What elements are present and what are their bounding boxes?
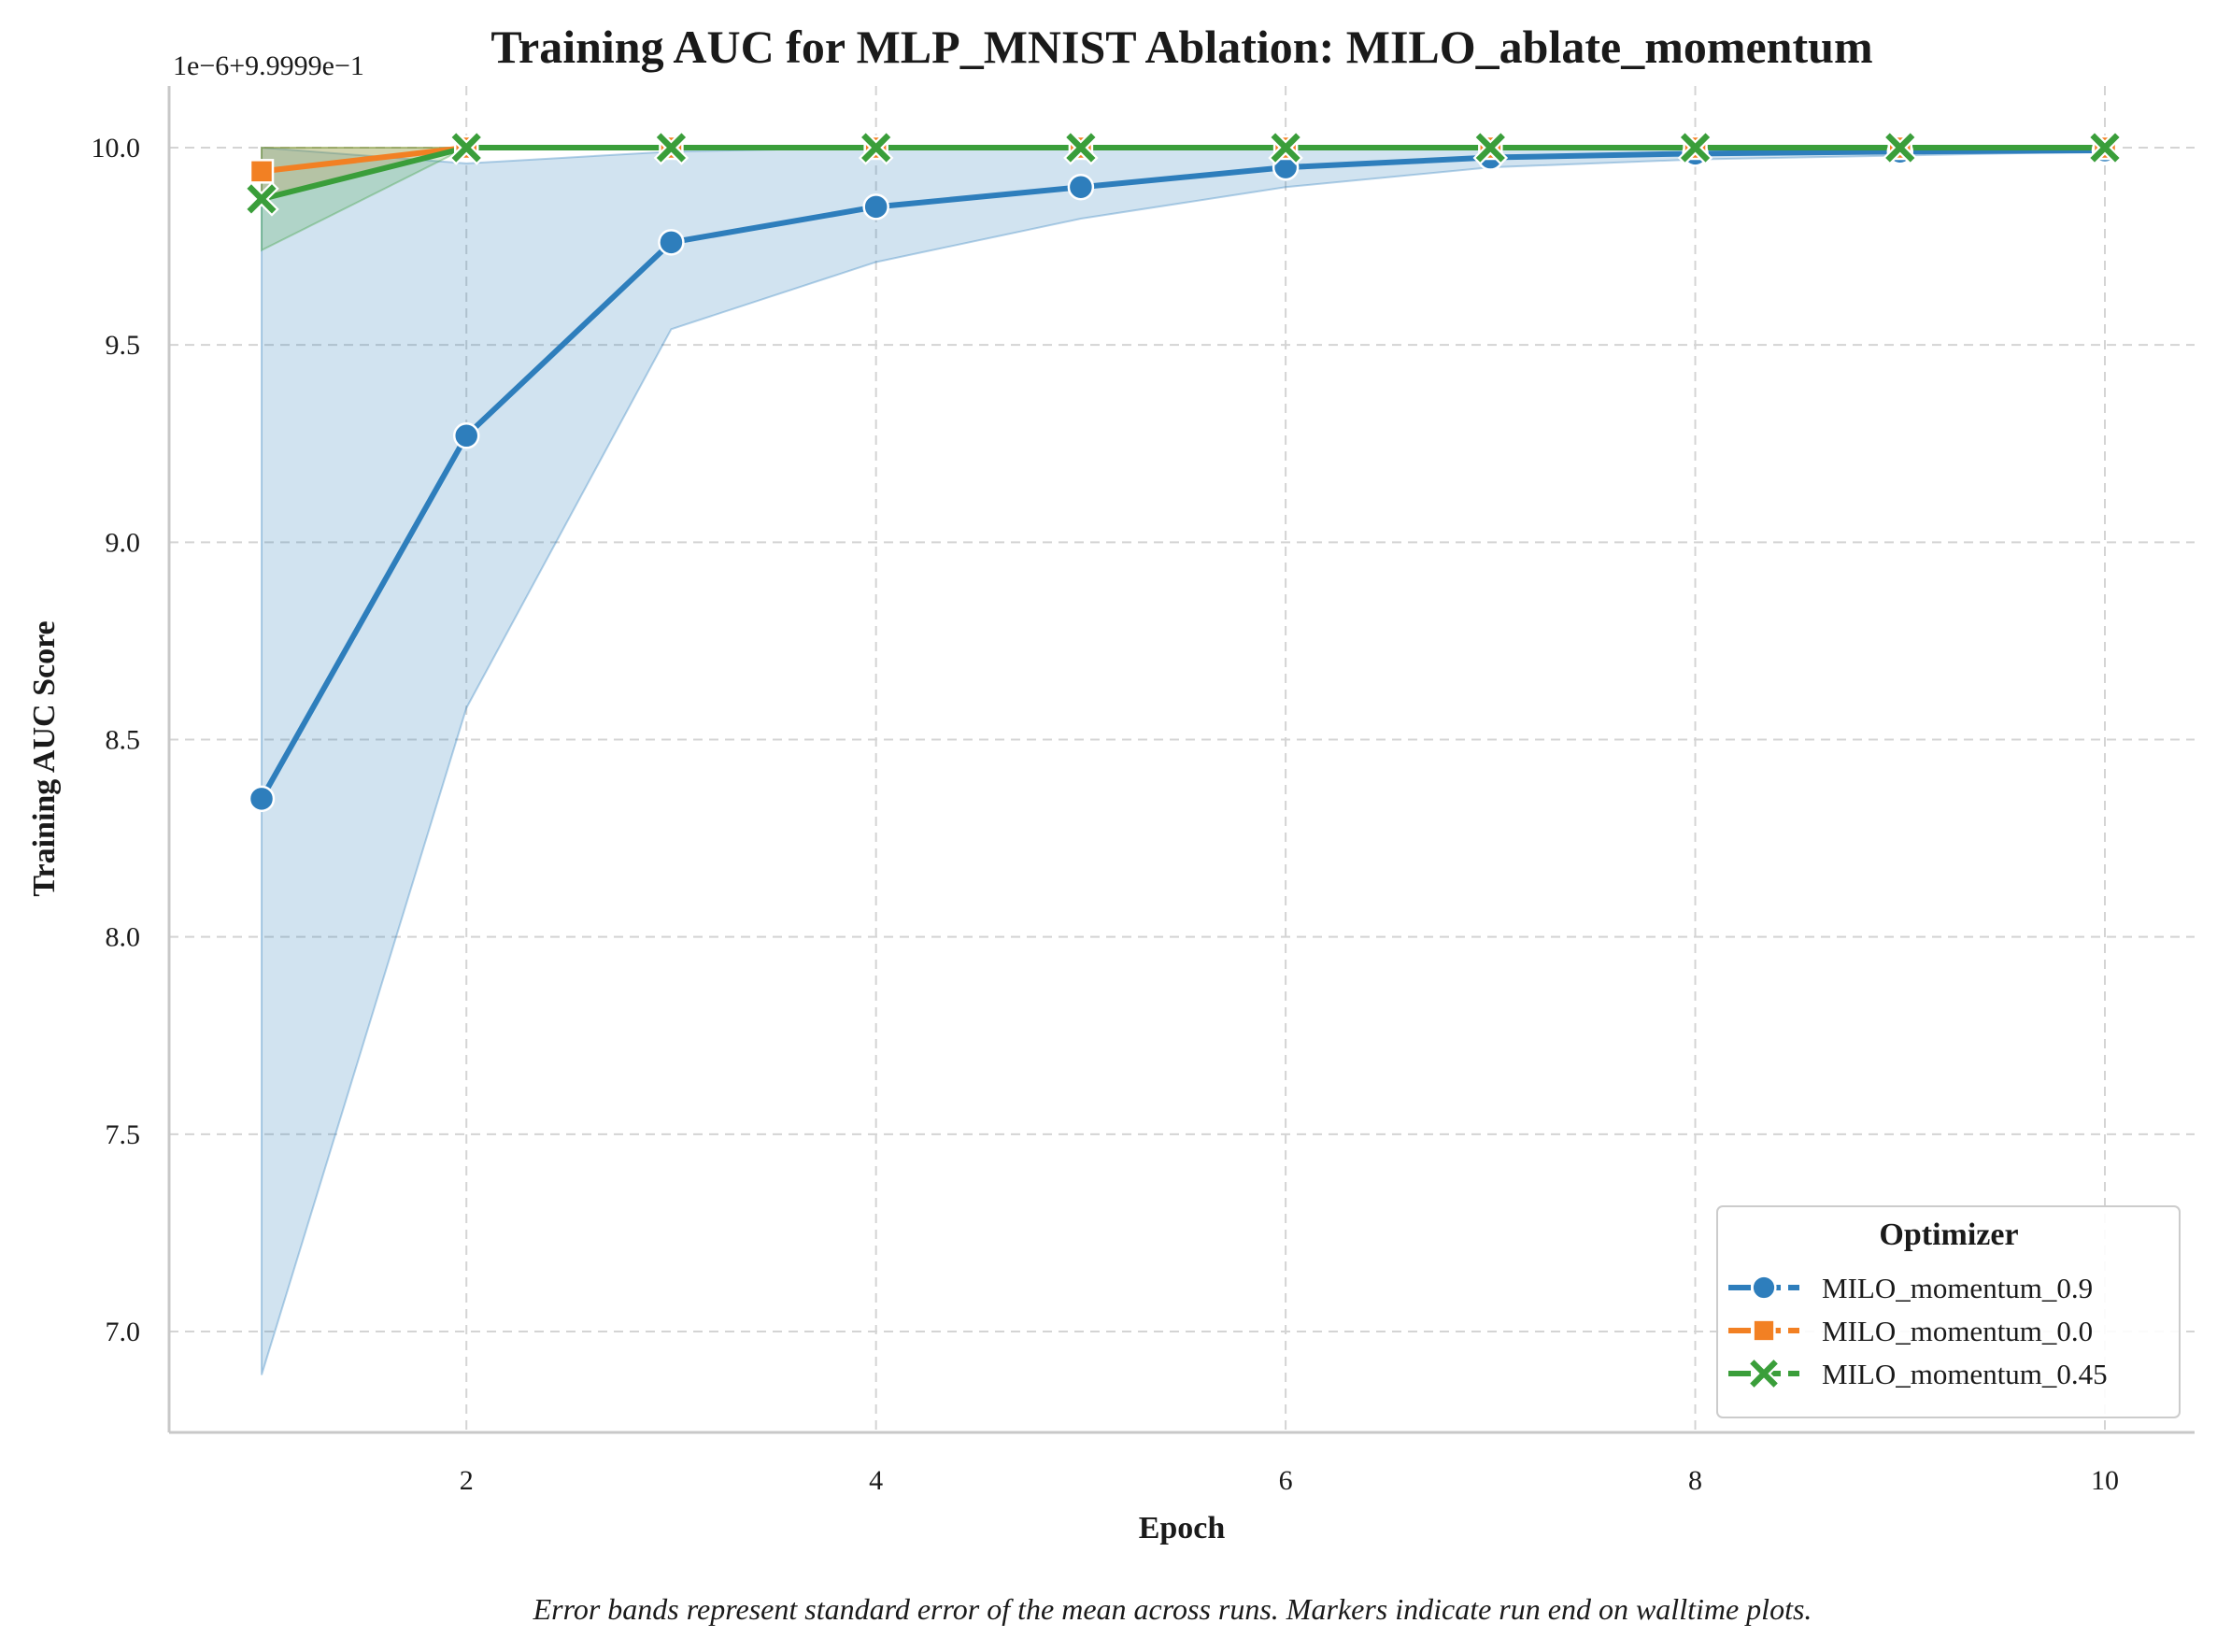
grid [169,86,2195,1432]
x-tick-label: 2 [460,1465,474,1496]
x-tick-label: 4 [869,1465,883,1496]
data-point-x [1066,133,1096,163]
x-tick-label: 10 [2091,1465,2119,1496]
legend-item: MILO_momentum_0.45 [1728,1357,2108,1390]
data-point-circle [452,422,480,449]
data-point-x [2090,133,2120,163]
y-tick-label: 9.5 [106,330,141,361]
y-tick-label: 9.0 [106,527,141,558]
legend-box [1716,1205,2181,1418]
y-axis-title: Training AUC Score [27,620,62,896]
legend-items: MILO_momentum_0.9 MILO_momentum_0.0 MILO_m… [1728,1272,2108,1390]
data-point-circle [1067,173,1095,201]
x-tick-label: 6 [1279,1465,1293,1496]
series-lines [259,145,2108,802]
y-tick-label: 7.5 [106,1119,141,1150]
chart-title: Training AUC for MLP_MNIST Ablation: MIL… [490,21,1872,73]
legend-swatch-marker [1750,1360,1778,1388]
x-axis-title: Epoch [1139,1511,1226,1545]
y-tick-label: 10.0 [92,133,141,164]
data-point-x [1475,133,1505,163]
data-point-circle [862,193,889,221]
data-point-circle [658,229,685,256]
legend-label: MILO_momentum_0.0 [1822,1315,2093,1347]
y-tick-label: 7.0 [106,1317,141,1347]
y-tick-label: 8.5 [106,725,141,756]
x-tick-label: 8 [1688,1465,1702,1496]
data-point-x [1680,133,1711,163]
legend-title: Optimizer [1879,1218,2018,1252]
legend-item: MILO_momentum_0.0 [1728,1315,2093,1347]
legend-label: MILO_momentum_0.9 [1822,1272,2093,1304]
legend-label: MILO_momentum_0.45 [1822,1358,2108,1390]
caption: Error bands represent standard error of … [533,1592,1812,1626]
data-point-x [1885,133,1915,163]
series-line [259,147,2108,802]
data-point-x [656,133,687,163]
axes [167,86,2195,1434]
x-tick-labels: 2 4 6 8 10 [460,1465,2119,1496]
legend-swatch-marker [1751,1275,1777,1301]
offset-label: 1e−6+9.9999e−1 [173,50,364,81]
series-line [259,145,2108,202]
legend-item: MILO_momentum_0.9 [1728,1272,2093,1304]
legend-swatch-marker [1752,1318,1776,1343]
data-point-circle [248,785,276,813]
series-markers [244,130,2123,813]
legend: Optimizer MILO_momentum_0.9MILO_momentum… [1716,1205,2181,1418]
data-point-x [1271,133,1300,163]
data-point-x [861,133,891,163]
data-point-x [247,184,277,214]
y-tick-label: 8.0 [106,922,141,953]
data-point-x [451,133,481,163]
data-point-square [249,159,275,184]
y-tick-labels: 7.0 7.5 8.0 8.5 9.0 9.5 10.0 [92,133,141,1347]
